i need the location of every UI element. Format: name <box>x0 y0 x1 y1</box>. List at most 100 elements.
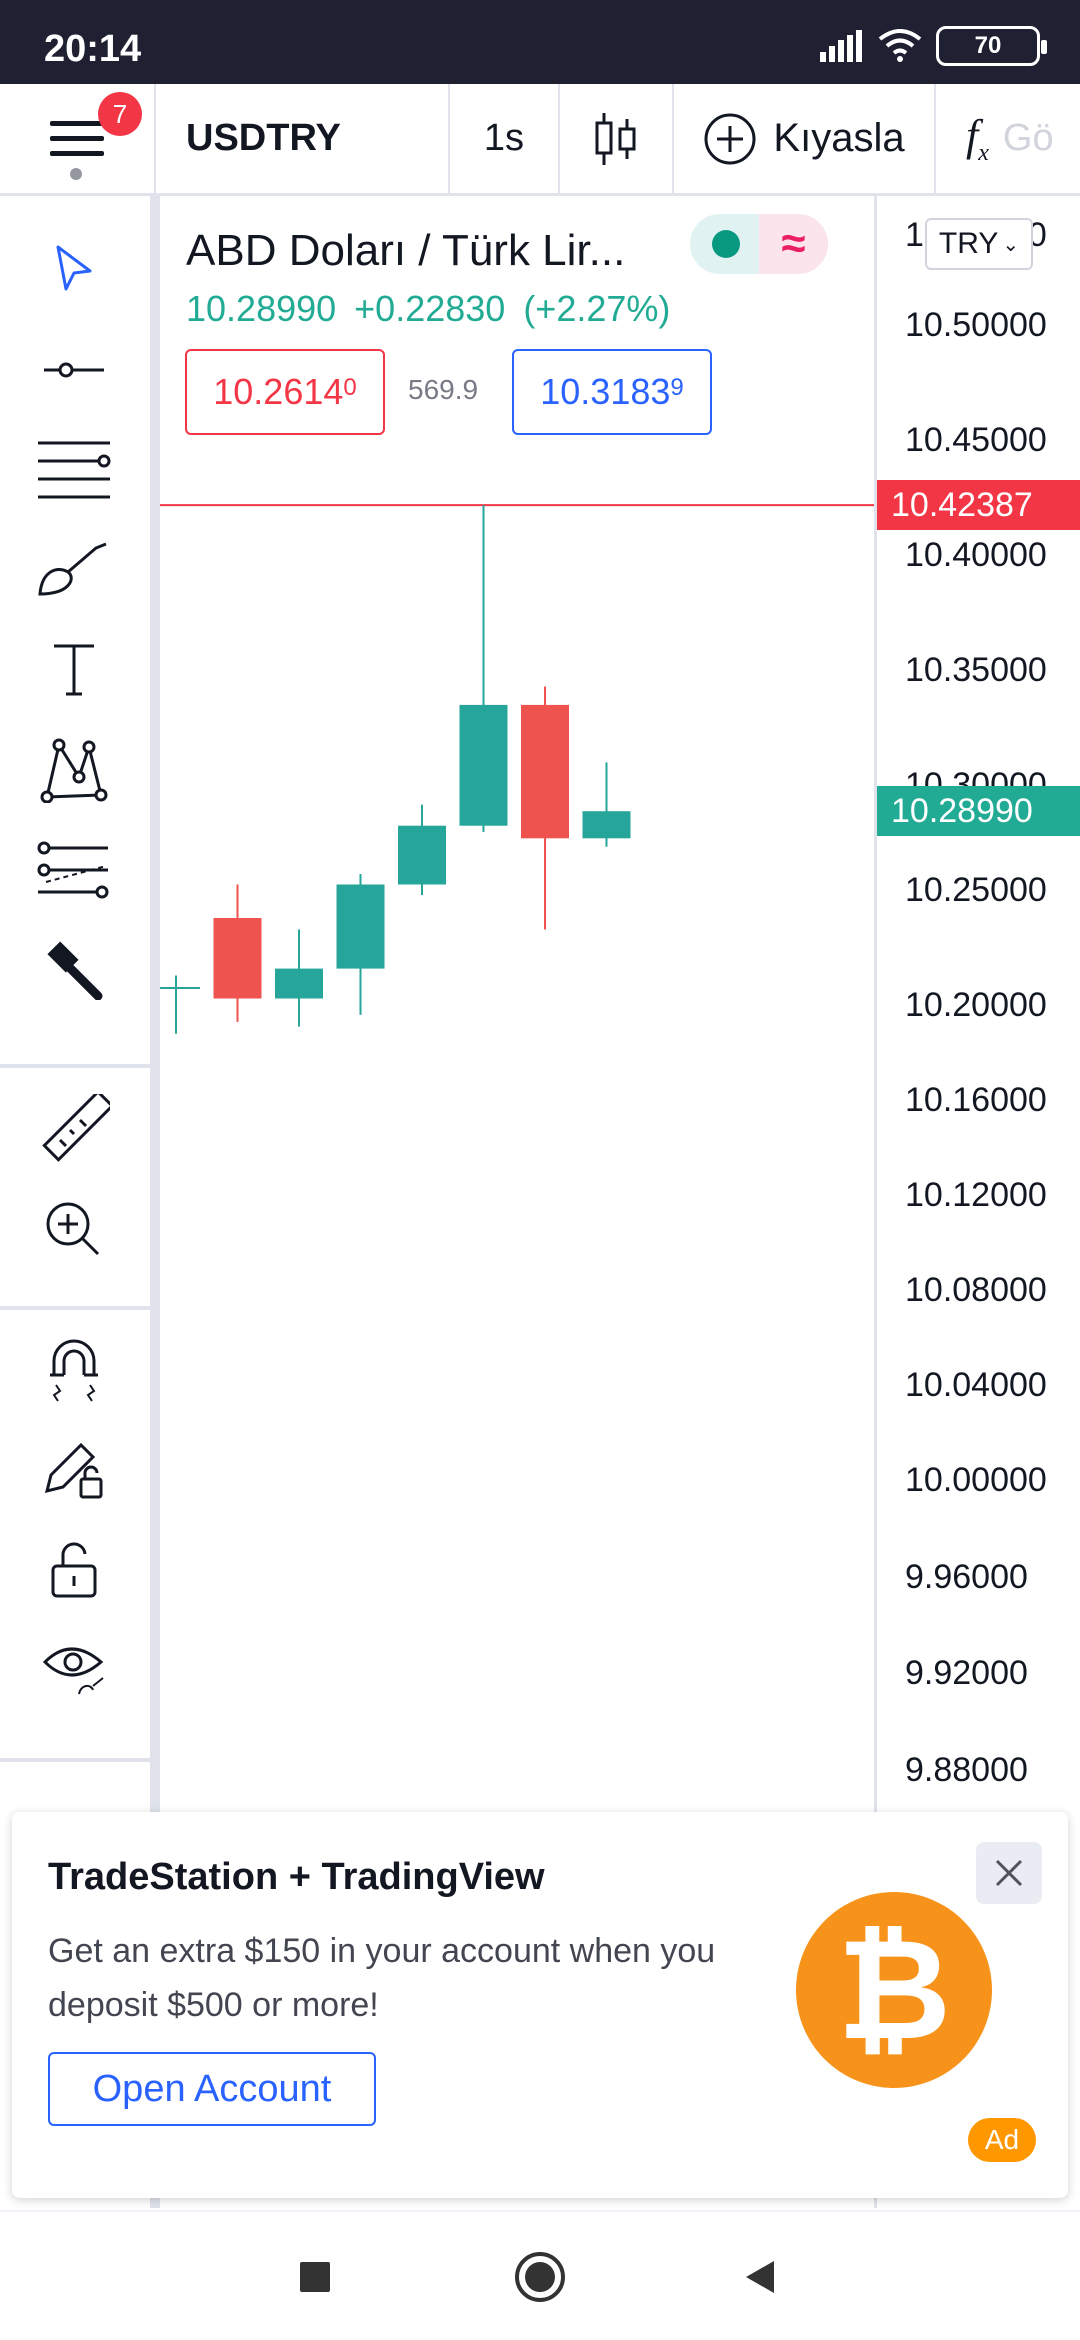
back-icon <box>746 2261 774 2293</box>
chart-toolbar: 7 USDTRY 1s Kıyasla fx Gö <box>0 84 1080 196</box>
trend-line-tool[interactable] <box>26 326 122 414</box>
spread-value: 569.9 <box>408 374 479 405</box>
indicators-button[interactable]: fx Gö <box>936 84 1080 193</box>
compare-label: Kıyasla <box>773 116 905 160</box>
status-bar: 20:14 70 <box>0 0 1080 84</box>
toolbar-separator <box>0 1064 150 1068</box>
hammer-icon <box>47 941 103 1000</box>
ad-title: TradeStation + TradingView <box>48 1856 545 1898</box>
sidebar-divider <box>150 196 160 2208</box>
chart-pane[interactable]: ABD Doları / Türk Lir... ≈ 10.28990 +0.22… <box>160 196 874 2208</box>
lock-drawings-icon <box>44 1442 103 1499</box>
toolbar-separator <box>0 1306 150 1310</box>
hammer-tool[interactable] <box>26 926 122 1014</box>
ad-close-button[interactable] <box>976 1842 1042 1904</box>
lock-tool[interactable] <box>26 1526 122 1614</box>
price-tick: 10.20000 <box>905 986 1047 1024</box>
candle-body <box>459 704 508 826</box>
toolbar-separator <box>0 1758 150 1762</box>
ad-tag: Ad <box>968 2118 1036 2162</box>
magnet-tool[interactable] <box>26 1326 122 1414</box>
buy-button[interactable]: 10.3183 9 <box>512 349 712 435</box>
compare-button[interactable]: Kıyasla <box>674 84 936 193</box>
text-icon <box>54 644 94 696</box>
indicators-label: Gö <box>1002 117 1054 159</box>
recents-button[interactable] <box>280 2242 350 2312</box>
candles-icon <box>595 112 636 165</box>
price-tick: 10.08000 <box>905 1271 1047 1309</box>
lock-icon <box>51 1542 97 1598</box>
candle-body <box>275 968 323 999</box>
price-change-pct: (+2.27%) <box>523 288 671 329</box>
market-status-toggle[interactable]: ≈ <box>690 214 828 274</box>
fib-retracement-icon <box>38 441 111 499</box>
pattern-icon <box>40 738 108 803</box>
text-tool[interactable] <box>26 626 122 714</box>
symbol-title[interactable]: ABD Doları / Türk Lir... <box>186 226 626 275</box>
high-price-label: 10.42387 <box>877 480 1080 531</box>
delayed-data-icon: ≈ <box>759 214 828 274</box>
ask-price: 10.3183 <box>540 371 671 412</box>
signal-icon <box>820 30 862 62</box>
notification-badge: 7 <box>98 92 142 136</box>
last-price: 10.28990 <box>186 288 337 329</box>
price-tick: 9.96000 <box>905 1558 1028 1596</box>
close-icon <box>995 1859 1023 1887</box>
menu-dot <box>70 168 82 180</box>
prediction-icon <box>37 841 109 899</box>
magnet-icon <box>50 1339 98 1402</box>
pattern-tool[interactable] <box>26 726 122 814</box>
market-open-icon <box>712 230 740 258</box>
back-button[interactable] <box>725 2242 795 2312</box>
price-change: +0.22830 <box>354 288 506 329</box>
interval-button[interactable]: 1s <box>450 84 560 193</box>
ad-banner[interactable]: TradeStation + TradingView Get an extra … <box>12 1812 1068 2198</box>
hamburger-icon <box>50 120 104 156</box>
price-tick: 9.92000 <box>905 1654 1028 1692</box>
price-tick: 9.88000 <box>905 1751 1028 1789</box>
eye-icon <box>42 1647 104 1695</box>
home-button[interactable] <box>505 2242 575 2312</box>
drawing-toolbar <box>0 196 150 1800</box>
prediction-tool[interactable] <box>26 826 122 914</box>
hide-tool[interactable] <box>26 1626 122 1714</box>
fib-retracement-tool[interactable] <box>26 426 122 514</box>
recents-icon <box>300 2262 330 2292</box>
brush-tool[interactable] <box>26 526 122 614</box>
status-icons: 70 <box>820 26 1047 66</box>
price-tick: 10.40000 <box>905 536 1047 574</box>
price-tick: 10.04000 <box>905 1366 1047 1404</box>
menu-button[interactable]: 7 <box>0 84 156 193</box>
candles-chart[interactable] <box>160 196 874 2208</box>
ask-fraction: 9 <box>670 374 684 401</box>
price-scale[interactable]: 10.5500010.5000010.4500010.4000010.35000… <box>874 196 1080 2208</box>
zoom-in-tool[interactable] <box>26 1186 122 1274</box>
price-tick: 10.25000 <box>905 871 1047 909</box>
sell-button[interactable]: 10.2614 0 <box>185 349 385 435</box>
zoom-in-icon <box>46 1202 100 1256</box>
currency-label: TRY <box>938 227 999 260</box>
price-tick: 10.50000 <box>905 306 1047 344</box>
open-account-button[interactable]: Open Account <box>48 2052 376 2126</box>
chart-type-button[interactable] <box>560 84 674 193</box>
plus-circle-icon <box>704 113 756 164</box>
cursor-tool[interactable] <box>26 226 122 314</box>
quote-line: 10.28990 +0.22830 (+2.27%) <box>186 288 688 330</box>
price-tick: 10.45000 <box>905 421 1047 459</box>
ruler-tool[interactable] <box>26 1086 122 1174</box>
bid-fraction: 0 <box>343 374 357 401</box>
fx-icon: fx <box>966 111 989 166</box>
price-tick: 10.16000 <box>905 1081 1047 1119</box>
bitcoin-icon: ₿ <box>796 1892 992 2088</box>
ad-body: Get an extra $150 in your account when y… <box>48 1932 716 2024</box>
currency-select[interactable]: TRY ⌄ <box>925 218 1033 270</box>
symbol-search-button[interactable]: USDTRY <box>156 84 450 193</box>
candle-body <box>521 704 569 839</box>
brush-icon <box>38 542 107 596</box>
price-tick: 10.12000 <box>905 1176 1047 1214</box>
price-tick: 10.00000 <box>905 1461 1047 1499</box>
lock-drawings-tool[interactable] <box>26 1426 122 1514</box>
last-price-label: 10.28990 <box>877 786 1080 837</box>
chevron-down-icon: ⌄ <box>1002 233 1020 256</box>
trend-line-icon <box>44 362 104 378</box>
